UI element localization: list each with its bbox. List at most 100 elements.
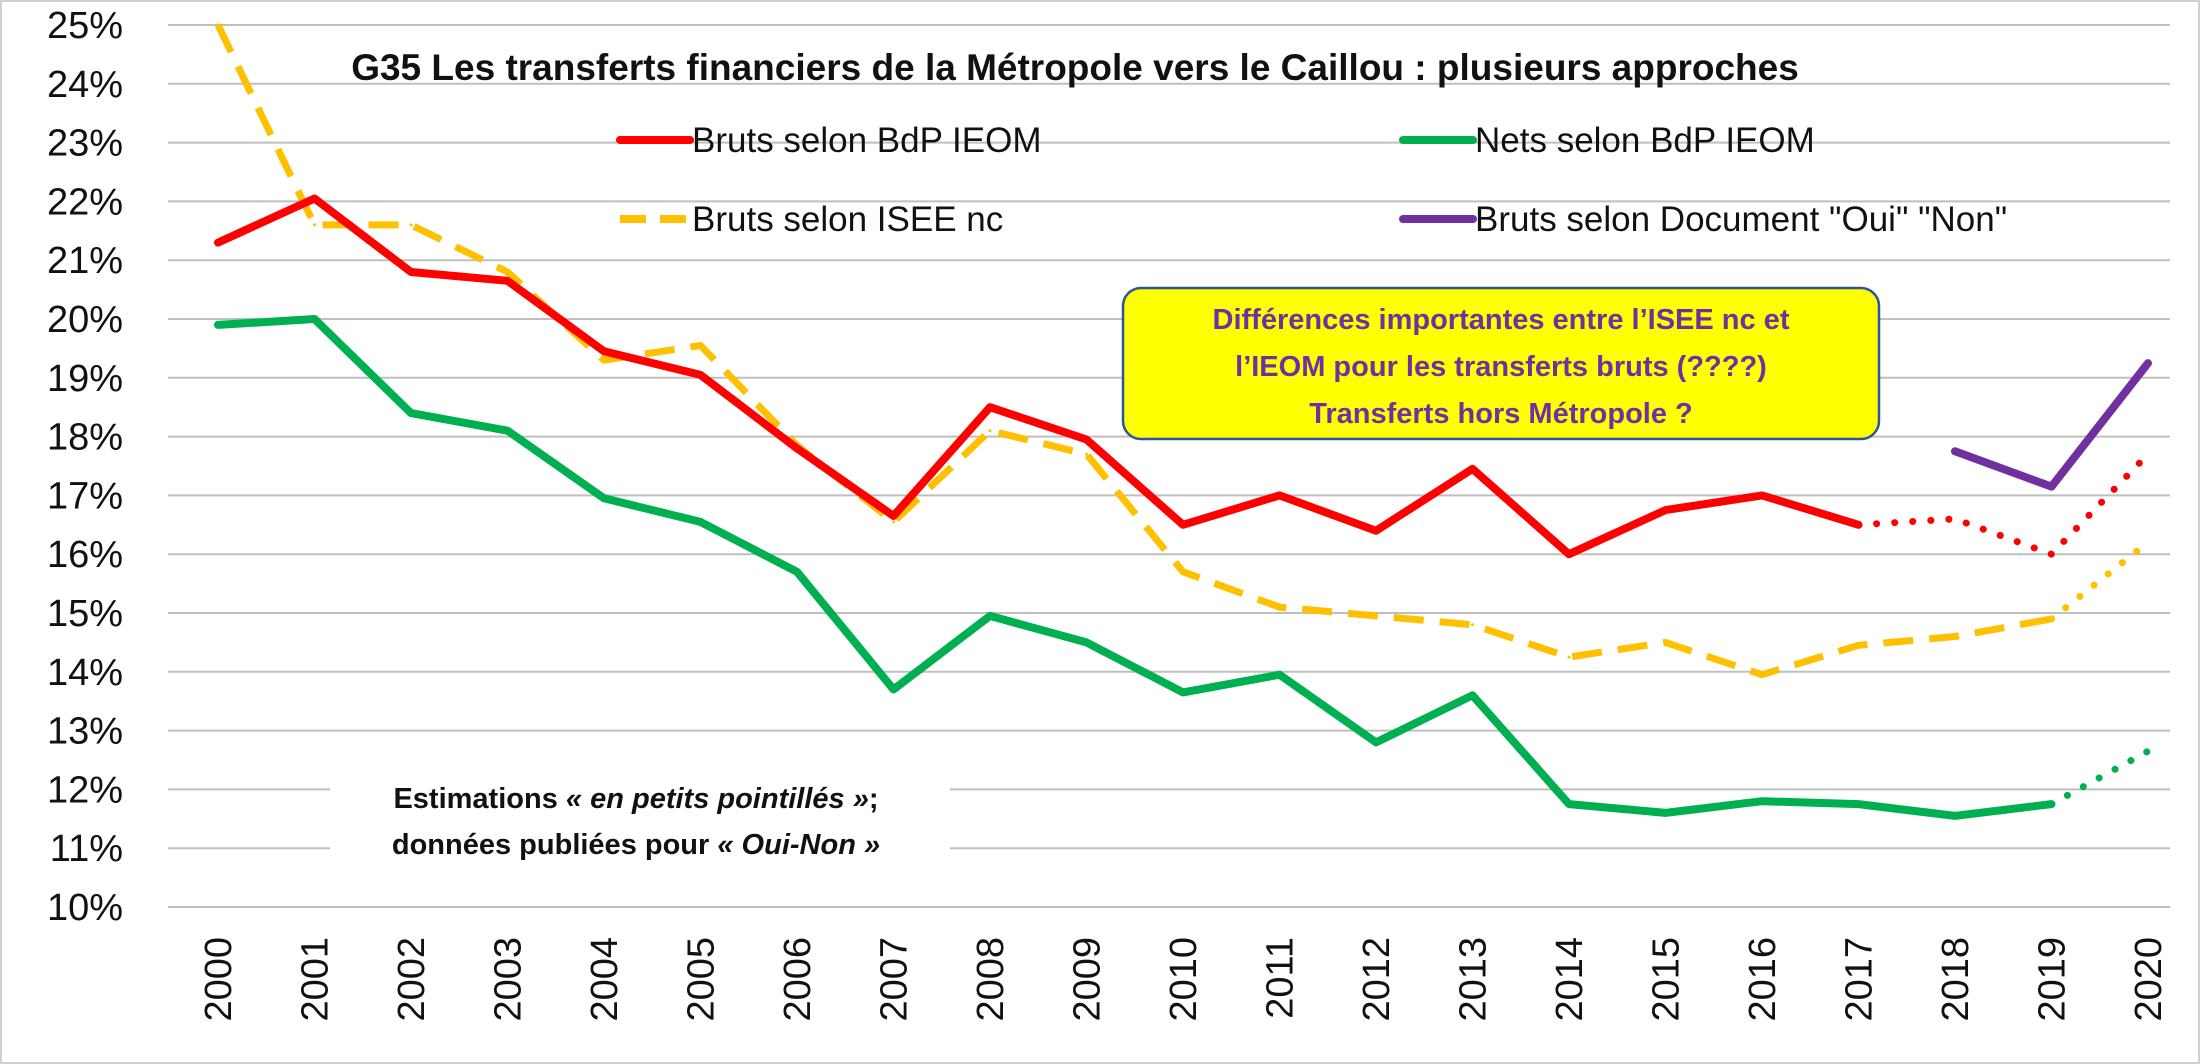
note-line-1: Estimations « en petits pointillés »;: [393, 783, 878, 815]
x-tick-label: 2018: [1935, 937, 1977, 1022]
note-line-2: données publiées pour « Oui-Non »: [392, 829, 880, 861]
series-1-point: [602, 496, 606, 500]
note-line-1-post: ;: [869, 783, 879, 815]
series-1-point: [1760, 799, 1764, 803]
series-0-point: [216, 241, 220, 245]
x-tick-label: 2014: [1549, 937, 1591, 1022]
x-tick-label: 2016: [1742, 937, 1784, 1022]
series-1-point: [699, 520, 702, 524]
series-2-point: [506, 270, 509, 274]
y-tick-label: 11%: [50, 828, 123, 870]
series-1-point: [1953, 814, 1957, 818]
series-3-point: [1953, 449, 1957, 453]
chart-title: G35 Les transferts financiers de la Métr…: [351, 47, 1799, 88]
callout-line-2: l’IEOM pour les transferts bruts (????): [1235, 351, 1767, 383]
note-line-2-em: « Oui-Non »: [717, 829, 880, 861]
y-tick-label: 14%: [47, 652, 123, 694]
series-1-point: [988, 614, 992, 618]
x-tick-label: 2002: [391, 937, 433, 1022]
series-2-point: [1278, 605, 1281, 609]
series-0-estimate-line: [1855, 450, 2152, 559]
series-1-point: [1181, 690, 1185, 694]
series-1-point: [313, 317, 316, 321]
series-2-point: [1181, 570, 1185, 574]
x-tick-label: 2006: [777, 937, 819, 1022]
legend: Bruts selon BdP IEOM Nets selon BdP IEOM B…: [616, 121, 2007, 239]
series-1-point: [1085, 640, 1088, 644]
series-0-point: [506, 279, 509, 283]
series-3-point: [2146, 361, 2150, 365]
series-lines: [214, 23, 2152, 820]
x-tick-label: 2000: [198, 937, 240, 1022]
x-tick-label: 2019: [2032, 937, 2074, 1022]
series-1-point: [892, 687, 895, 691]
callout-line-3: Transferts hors Métropole ?: [1309, 398, 1693, 430]
series-0-point: [1857, 523, 1860, 527]
series-2-point: [1953, 635, 1957, 639]
x-tick-label: 2015: [1646, 937, 1688, 1022]
series-1-point: [409, 411, 413, 415]
series-0-point: [988, 405, 992, 409]
series-0-point: [1567, 552, 1571, 556]
callout-box: Différences importantes entre l’ISEE nc …: [1121, 286, 1881, 441]
series-2-point: [892, 520, 895, 524]
x-tick-label: 2003: [488, 937, 530, 1022]
series-2-point: [1374, 614, 1378, 618]
legend-label: Bruts selon Document "Oui" "Non": [1475, 200, 2007, 239]
series-2-point: [1085, 452, 1088, 456]
series-2-point: [699, 343, 702, 347]
series-2-point: [2050, 617, 2053, 621]
y-tick-label: 24%: [47, 64, 123, 106]
y-tick-label: 13%: [47, 711, 123, 753]
y-tick-label: 20%: [47, 299, 123, 341]
x-tick-label: 2001: [295, 937, 337, 1022]
series-1-estimate-line: [2048, 747, 2152, 808]
series-1-point: [1567, 802, 1571, 806]
series-0-point: [795, 446, 799, 450]
legend-label: Nets selon BdP IEOM: [1475, 121, 1815, 160]
legend-label: Bruts selon ISEE nc: [692, 200, 1003, 239]
y-tick-label: 22%: [47, 181, 123, 223]
series-0-point: [1760, 493, 1764, 497]
y-tick-label: 19%: [47, 358, 123, 400]
x-tick-label: 2010: [1163, 937, 1205, 1022]
series-2-estimate-line: [2048, 538, 2152, 623]
series-1-point: [2050, 802, 2053, 806]
series-0-point: [1181, 523, 1185, 527]
series-2-point: [1471, 623, 1474, 627]
x-tick-label: 2008: [970, 937, 1012, 1022]
legend-label: Bruts selon BdP IEOM: [692, 121, 1042, 160]
y-axis-ticks: 10% 11% 12% 13% 14% 15% 16% 17% 18% 19% 20% 21% 22% 2…: [47, 5, 123, 929]
x-tick-label: 2012: [1356, 937, 1398, 1022]
y-tick-label: 15%: [47, 593, 123, 635]
estimates-note: Estimations « en petits pointillés »; do…: [330, 770, 950, 866]
series-1-point: [1374, 740, 1378, 744]
series-1-point: [1664, 811, 1667, 815]
y-tick-label: 10%: [47, 887, 123, 929]
x-tick-label: 2004: [584, 937, 626, 1022]
series-0-point: [892, 514, 895, 518]
series-0-point: [1374, 529, 1378, 533]
series-2-point: [1567, 655, 1571, 659]
series-2-point: [313, 223, 316, 227]
series-3-point: [2050, 485, 2053, 489]
y-tick-label: 18%: [47, 417, 123, 459]
x-tick-label: 2020: [2128, 937, 2170, 1022]
series-2-point: [409, 223, 413, 227]
x-axis-ticks: 2000 2001 2002 2003 2004 2005 2006 2007 2008 2009…: [198, 937, 2170, 1022]
callout-background: [1121, 286, 1881, 441]
series-1-point: [1278, 673, 1281, 677]
gridlines: [168, 24, 2170, 908]
series-0-point: [409, 270, 413, 274]
series-2-point: [1760, 673, 1764, 677]
y-tick-label: 25%: [47, 5, 123, 47]
note-line-1-pre: Estimations: [393, 783, 565, 815]
y-tick-label: 12%: [47, 769, 123, 811]
y-tick-label: 16%: [47, 534, 123, 576]
x-tick-label: 2017: [1839, 937, 1881, 1022]
series-0-point: [1085, 438, 1088, 442]
series-0-point: [313, 196, 316, 200]
series-0-point: [699, 373, 702, 377]
x-tick-label: 2005: [681, 937, 723, 1022]
